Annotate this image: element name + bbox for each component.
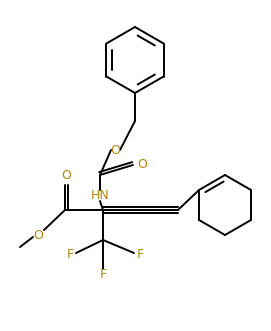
Text: HN: HN [91, 188, 109, 202]
Text: O: O [110, 144, 120, 157]
Text: O: O [137, 158, 147, 170]
Text: F: F [136, 249, 144, 261]
Text: O: O [33, 228, 43, 242]
Text: F: F [66, 249, 73, 261]
Text: F: F [99, 268, 107, 281]
Text: O: O [61, 168, 71, 181]
